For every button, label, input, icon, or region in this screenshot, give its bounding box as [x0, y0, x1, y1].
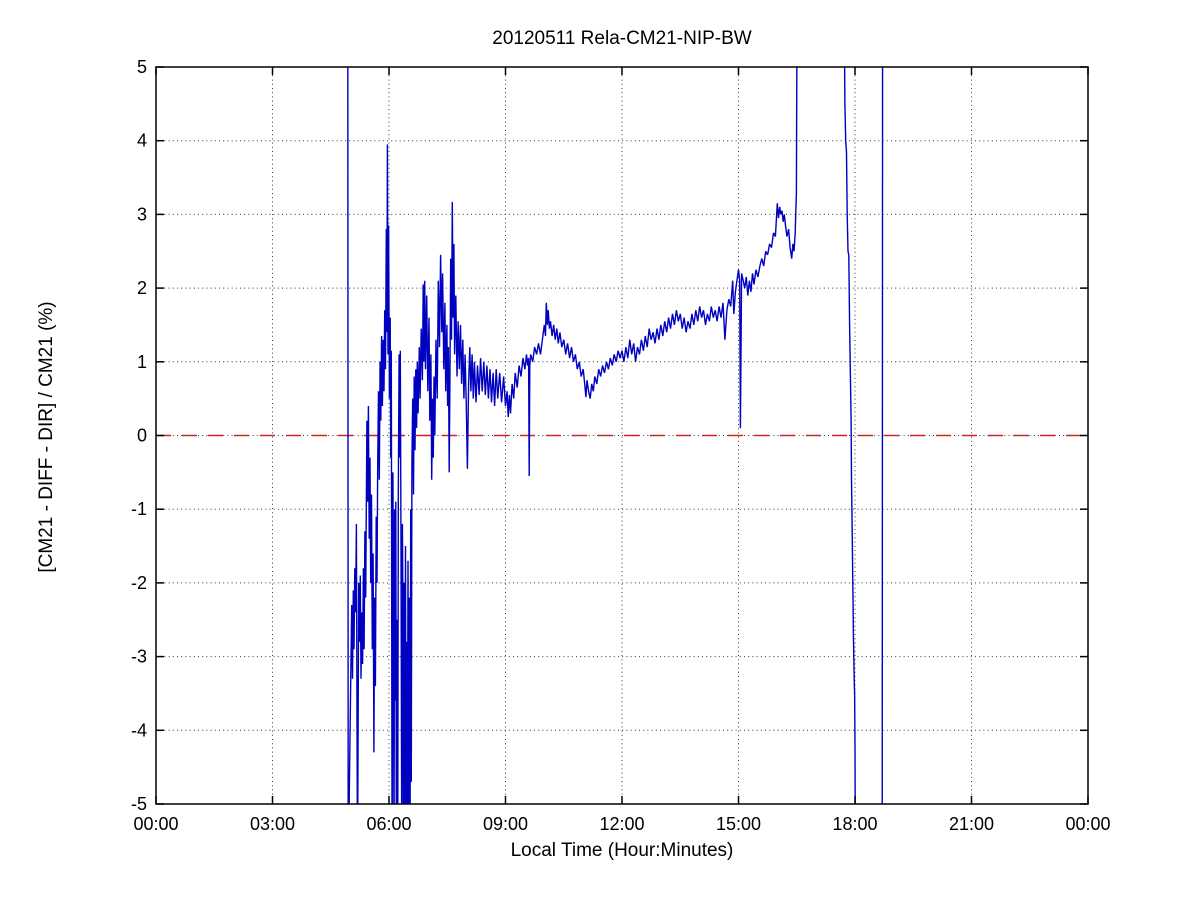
y-tick-label: 2 — [137, 278, 147, 298]
x-tick-label: 15:00 — [716, 814, 761, 834]
series-layer — [347, 67, 884, 804]
y-tick-label: -3 — [131, 647, 147, 667]
tick-layer — [155, 66, 1089, 805]
y-tick-label: 5 — [137, 57, 147, 77]
x-tick-label: 00:00 — [1065, 814, 1110, 834]
x-tick-label: 09:00 — [483, 814, 528, 834]
x-tick-label: 00:00 — [133, 814, 178, 834]
grid-layer — [156, 67, 1088, 804]
x-tick-label: 03:00 — [250, 814, 295, 834]
x-tick-label: 06:00 — [366, 814, 411, 834]
y-tick-label: -2 — [131, 573, 147, 593]
x-tick-label: 21:00 — [949, 814, 994, 834]
y-tick-label: 3 — [137, 204, 147, 224]
x-tick-label: 12:00 — [599, 814, 644, 834]
y-tick-label: 0 — [137, 426, 147, 446]
chart-title: 20120511 Rela-CM21-NIP-BW — [492, 28, 752, 49]
y-tick-label: -1 — [131, 499, 147, 519]
y-tick-label: 4 — [137, 131, 147, 151]
x-axis-label: Local Time (Hour:Minutes) — [510, 840, 734, 861]
tick-label-layer: 00:00 03:00 06:00 09:00 12:00 15:00 18:00 21:00… — [131, 57, 1111, 834]
x-tick-label: 18:00 — [832, 814, 877, 834]
data-series-line — [347, 67, 884, 804]
y-tick-label: -5 — [131, 794, 147, 814]
y-tick-label: 1 — [137, 352, 147, 372]
y-tick-label: -4 — [131, 720, 147, 740]
